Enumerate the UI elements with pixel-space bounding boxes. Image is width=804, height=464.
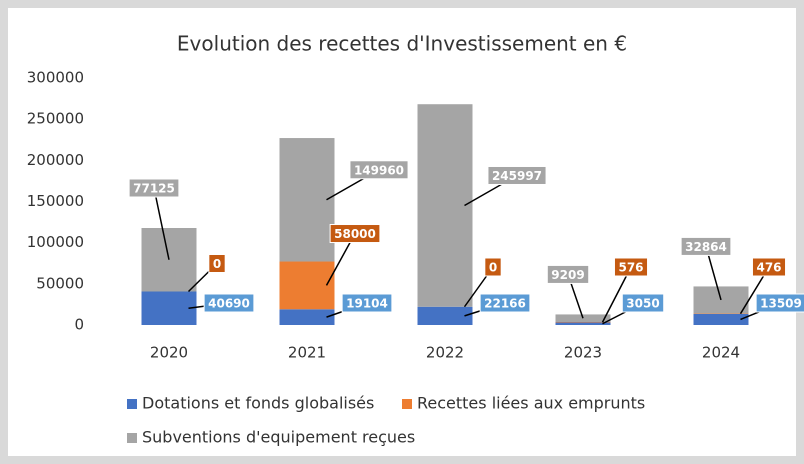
legend-label: Dotations et fonds globalisés bbox=[142, 394, 374, 413]
bar-segment bbox=[555, 314, 611, 323]
bar-segment bbox=[141, 291, 197, 325]
bar-segment bbox=[279, 261, 335, 310]
data-label-box bbox=[208, 253, 226, 273]
legend-swatch bbox=[402, 399, 412, 409]
y-tick-label: 200000 bbox=[27, 151, 84, 169]
data-label-box bbox=[755, 293, 804, 313]
data-label: 13509 bbox=[760, 297, 802, 311]
data-label-box bbox=[329, 224, 381, 244]
y-tick-label: 50000 bbox=[36, 274, 84, 292]
bar-segment bbox=[693, 313, 749, 325]
data-label: 149960 bbox=[354, 163, 404, 177]
legend-label: Recettes liées aux emprunts bbox=[417, 394, 645, 413]
data-label-box bbox=[479, 293, 531, 313]
bar-segment bbox=[279, 309, 335, 325]
data-label: 576 bbox=[618, 261, 643, 275]
x-tick-label: 2021 bbox=[288, 344, 326, 362]
bar-segment bbox=[279, 138, 335, 262]
x-tick-label: 2022 bbox=[426, 344, 464, 362]
legend-swatch bbox=[127, 399, 137, 409]
data-label: 0 bbox=[489, 261, 497, 275]
data-label: 32864 bbox=[685, 240, 727, 254]
legend-swatch bbox=[127, 433, 137, 443]
leader-line bbox=[153, 187, 170, 260]
data-label: 245997 bbox=[492, 169, 542, 183]
chart-background bbox=[8, 8, 796, 456]
data-label-box bbox=[613, 257, 649, 277]
data-label-box bbox=[680, 236, 732, 256]
data-label-box bbox=[487, 165, 547, 185]
y-tick-label: 100000 bbox=[27, 233, 84, 251]
bar-segment bbox=[555, 322, 611, 325]
data-label: 19104 bbox=[346, 297, 388, 311]
data-label: 9209 bbox=[551, 268, 584, 282]
x-tick-label: 2024 bbox=[702, 344, 740, 362]
x-tick-label: 2020 bbox=[150, 344, 188, 362]
bar-segment bbox=[417, 306, 473, 325]
data-label-box bbox=[751, 257, 787, 277]
data-label: 3050 bbox=[626, 297, 659, 311]
data-label-box bbox=[341, 293, 393, 313]
data-label: 58000 bbox=[334, 227, 376, 241]
y-tick-label: 250000 bbox=[27, 110, 84, 128]
data-label-box bbox=[546, 264, 590, 284]
y-tick-label: 150000 bbox=[27, 192, 84, 210]
data-label-box bbox=[128, 178, 180, 198]
legend-label: Subventions d'equipement reçues bbox=[142, 428, 415, 447]
bar-segment bbox=[417, 104, 473, 307]
data-label-box bbox=[349, 160, 409, 180]
data-label-box bbox=[203, 293, 255, 313]
y-tick-label: 300000 bbox=[27, 69, 84, 87]
x-tick-label: 2023 bbox=[564, 344, 602, 362]
data-label: 476 bbox=[756, 261, 781, 275]
data-label: 0 bbox=[213, 257, 221, 271]
data-label: 40690 bbox=[208, 297, 250, 311]
chart-title: Evolution des recettes d'Investissement … bbox=[177, 32, 627, 56]
data-label: 22166 bbox=[484, 297, 526, 311]
data-label-box bbox=[484, 257, 502, 277]
data-label-box bbox=[621, 293, 665, 313]
y-tick-label: 0 bbox=[74, 316, 84, 334]
data-label: 77125 bbox=[133, 181, 175, 195]
